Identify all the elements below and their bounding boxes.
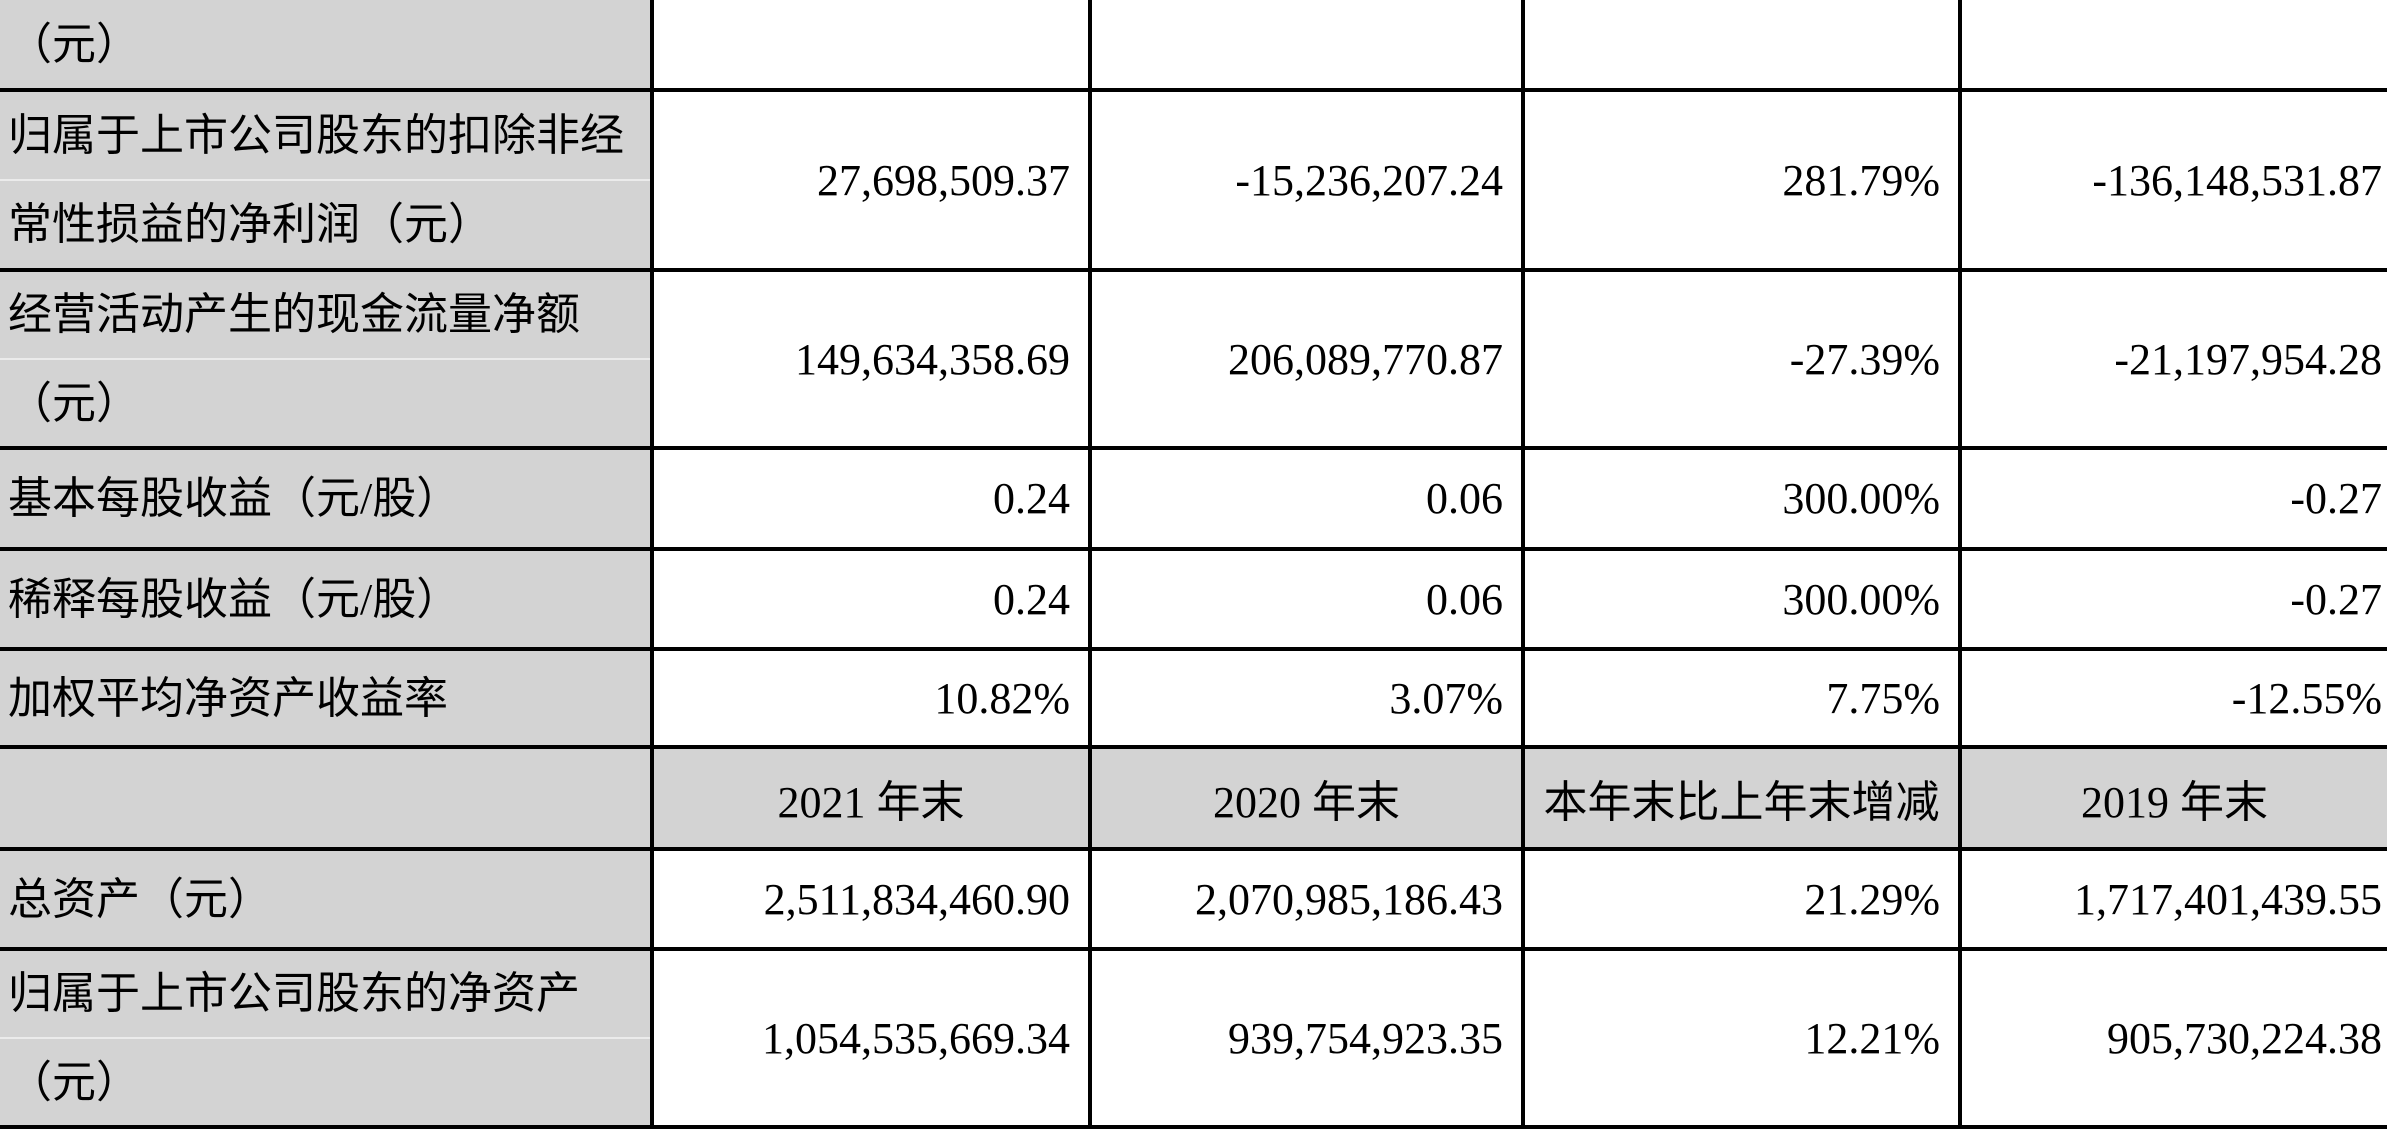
row-label: 归属于上市公司股东的扣除非经 常性损益的净利润（元） [0,92,654,268]
value-cell-col4: -21,197,954.28 [1962,272,2387,446]
value-cell-col4: 905,730,224.38 [1962,951,2387,1125]
row-operating-cash-flow: 经营活动产生的现金流量净额 （元） 149,634,358.69 206,089… [0,272,2387,450]
value-cell-col4 [1962,0,2387,88]
row-label: 经营活动产生的现金流量净额 （元） [0,272,654,446]
value-cell-col2: 2,070,985,186.43 [1092,851,1525,947]
value-cell-col2: -15,236,207.24 [1092,92,1525,268]
value-cell-col1: 149,634,358.69 [654,272,1092,446]
row-total-assets: 总资产（元） 2,511,834,460.90 2,070,985,186.43… [0,851,2387,951]
row-period-header: 2021 年末 2020 年末 本年末比上年末增减 2019 年末 [0,749,2387,851]
value-cell-col3: 300.00% [1525,450,1962,547]
header-label-cell [0,749,654,847]
row-net-profit-excl-nonrecurring: 归属于上市公司股东的扣除非经 常性损益的净利润（元） 27,698,509.37… [0,92,2387,272]
value-cell-col1: 0.24 [654,450,1092,547]
value-cell-col3 [1525,0,1962,88]
value-cell-col2: 206,089,770.87 [1092,272,1525,446]
row-label: 加权平均净资产收益率 [0,651,654,745]
row-weighted-avg-roe: 加权平均净资产收益率 10.82% 3.07% 7.75% -12.55% [0,651,2387,749]
value-cell-col2 [1092,0,1525,88]
row-label: 归属于上市公司股东的净资产 （元） [0,951,654,1125]
value-cell-col2: 0.06 [1092,450,1525,547]
header-cell-change: 本年末比上年末增减 [1525,749,1962,847]
value-cell-col3: 7.75% [1525,651,1962,745]
value-cell-col4: -0.27 [1962,450,2387,547]
row-partial-yuan: （元） [0,0,2387,92]
row-diluted-eps: 稀释每股收益（元/股） 0.24 0.06 300.00% -0.27 [0,551,2387,651]
value-cell-col4: -136,148,531.87 [1962,92,2387,268]
row-label: 稀释每股收益（元/股） [0,551,654,647]
value-cell-col1: 27,698,509.37 [654,92,1092,268]
header-cell-2019: 2019 年末 [1962,749,2387,847]
value-cell-col1: 10.82% [654,651,1092,745]
value-cell-col4: -12.55% [1962,651,2387,745]
value-cell-col3: 21.29% [1525,851,1962,947]
value-cell-col3: 300.00% [1525,551,1962,647]
value-cell-col1: 0.24 [654,551,1092,647]
value-cell-col3: 12.21% [1525,951,1962,1125]
value-cell-col2: 939,754,923.35 [1092,951,1525,1125]
value-cell-col3: -27.39% [1525,272,1962,446]
value-cell-col1: 2,511,834,460.90 [654,851,1092,947]
value-cell-col3: 281.79% [1525,92,1962,268]
row-label: 基本每股收益（元/股） [0,450,654,547]
row-basic-eps: 基本每股收益（元/股） 0.24 0.06 300.00% -0.27 [0,450,2387,551]
row-net-assets: 归属于上市公司股东的净资产 （元） 1,054,535,669.34 939,7… [0,951,2387,1129]
value-cell-col4: -0.27 [1962,551,2387,647]
value-cell-col4: 1,717,401,439.55 [1962,851,2387,947]
value-cell-col2: 0.06 [1092,551,1525,647]
row-label: 总资产（元） [0,851,654,947]
value-cell-col1 [654,0,1092,88]
header-cell-2021: 2021 年末 [654,749,1092,847]
row-label: （元） [0,0,654,88]
value-cell-col1: 1,054,535,669.34 [654,951,1092,1125]
value-cell-col2: 3.07% [1092,651,1525,745]
header-cell-2020: 2020 年末 [1092,749,1525,847]
